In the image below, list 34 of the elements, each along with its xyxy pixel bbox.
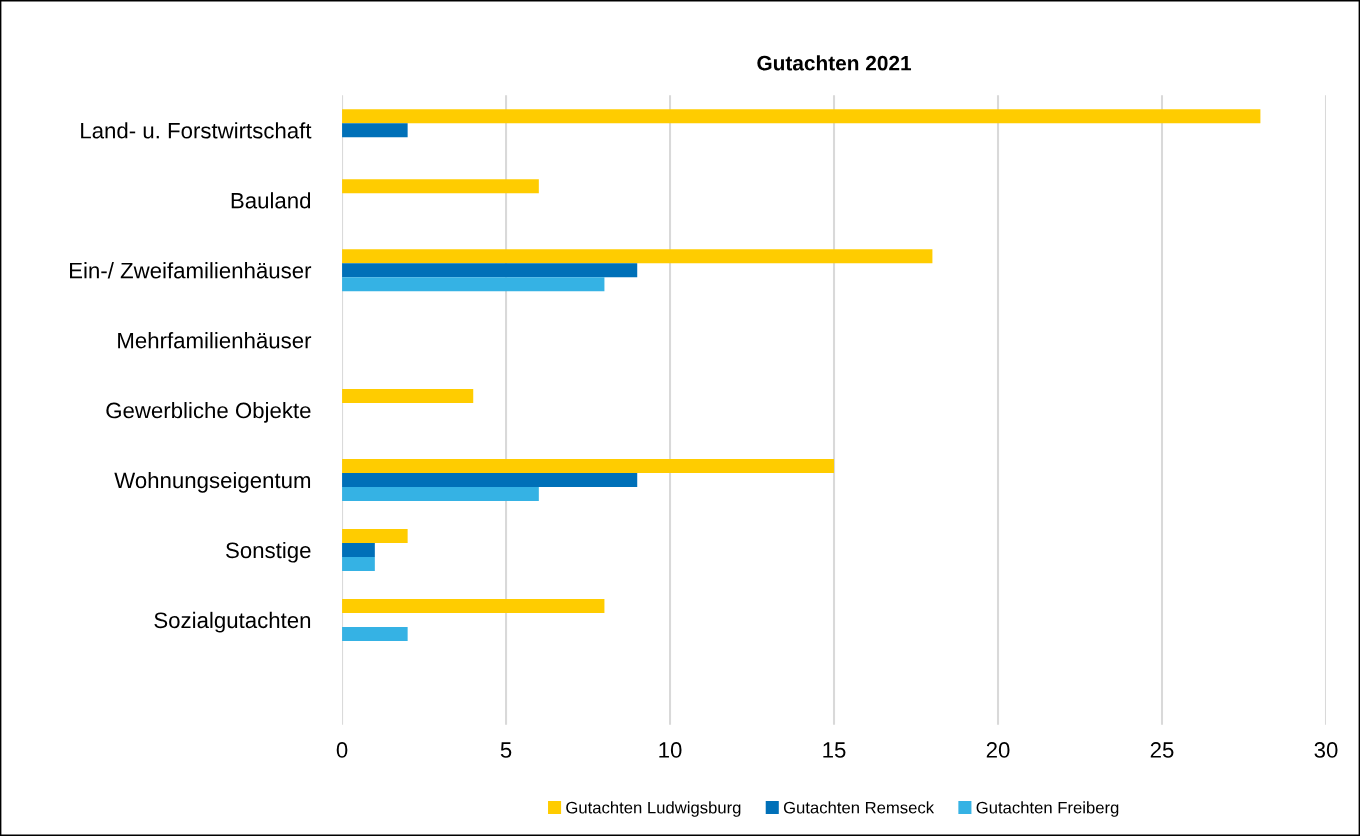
bar xyxy=(342,179,539,194)
x-tick-label: 5 xyxy=(500,742,512,758)
x-tick-label: 30 xyxy=(1314,742,1338,758)
bar xyxy=(342,487,539,501)
bar xyxy=(342,626,408,641)
x-tick-label: 10 xyxy=(659,742,682,758)
bar xyxy=(342,389,474,404)
y-tick-label: Land- u. Forstwirtschaft xyxy=(81,122,312,139)
bar xyxy=(342,556,375,571)
bar xyxy=(342,277,605,292)
chart-title: Gutachten 2021 xyxy=(757,55,912,71)
bar xyxy=(342,542,375,557)
y-tick-label: Mehrfamilienhäuser xyxy=(118,332,312,349)
x-tick-label: 15 xyxy=(823,742,846,758)
y-tick-label: Bauland xyxy=(231,192,311,209)
y-tick-label: Sonstige xyxy=(226,541,311,563)
bar xyxy=(342,459,835,474)
bar xyxy=(342,473,638,487)
y-tick-label: Sozialgutachten xyxy=(154,611,311,633)
bar xyxy=(342,598,605,613)
bar xyxy=(342,109,1261,124)
legend-label: Gutachten Ludwigsburg xyxy=(566,801,741,817)
x-tick-label: 0 xyxy=(336,742,348,758)
y-tick-label: Wohnungseigentum xyxy=(114,471,311,493)
bar xyxy=(342,249,933,264)
bar xyxy=(342,123,408,138)
legend-label: Gutachten Freiberg xyxy=(976,801,1119,817)
x-tick-label: 20 xyxy=(986,742,1010,758)
y-tick-label: Gewerbliche Objekte xyxy=(106,402,311,423)
bar xyxy=(342,528,408,543)
legend-label: Gutachten Remseck xyxy=(783,801,935,814)
y-tick-label: Ein-/ Zweifamilienhäuser xyxy=(70,262,312,279)
x-tick-label: 25 xyxy=(1150,742,1174,758)
bar xyxy=(342,263,638,278)
